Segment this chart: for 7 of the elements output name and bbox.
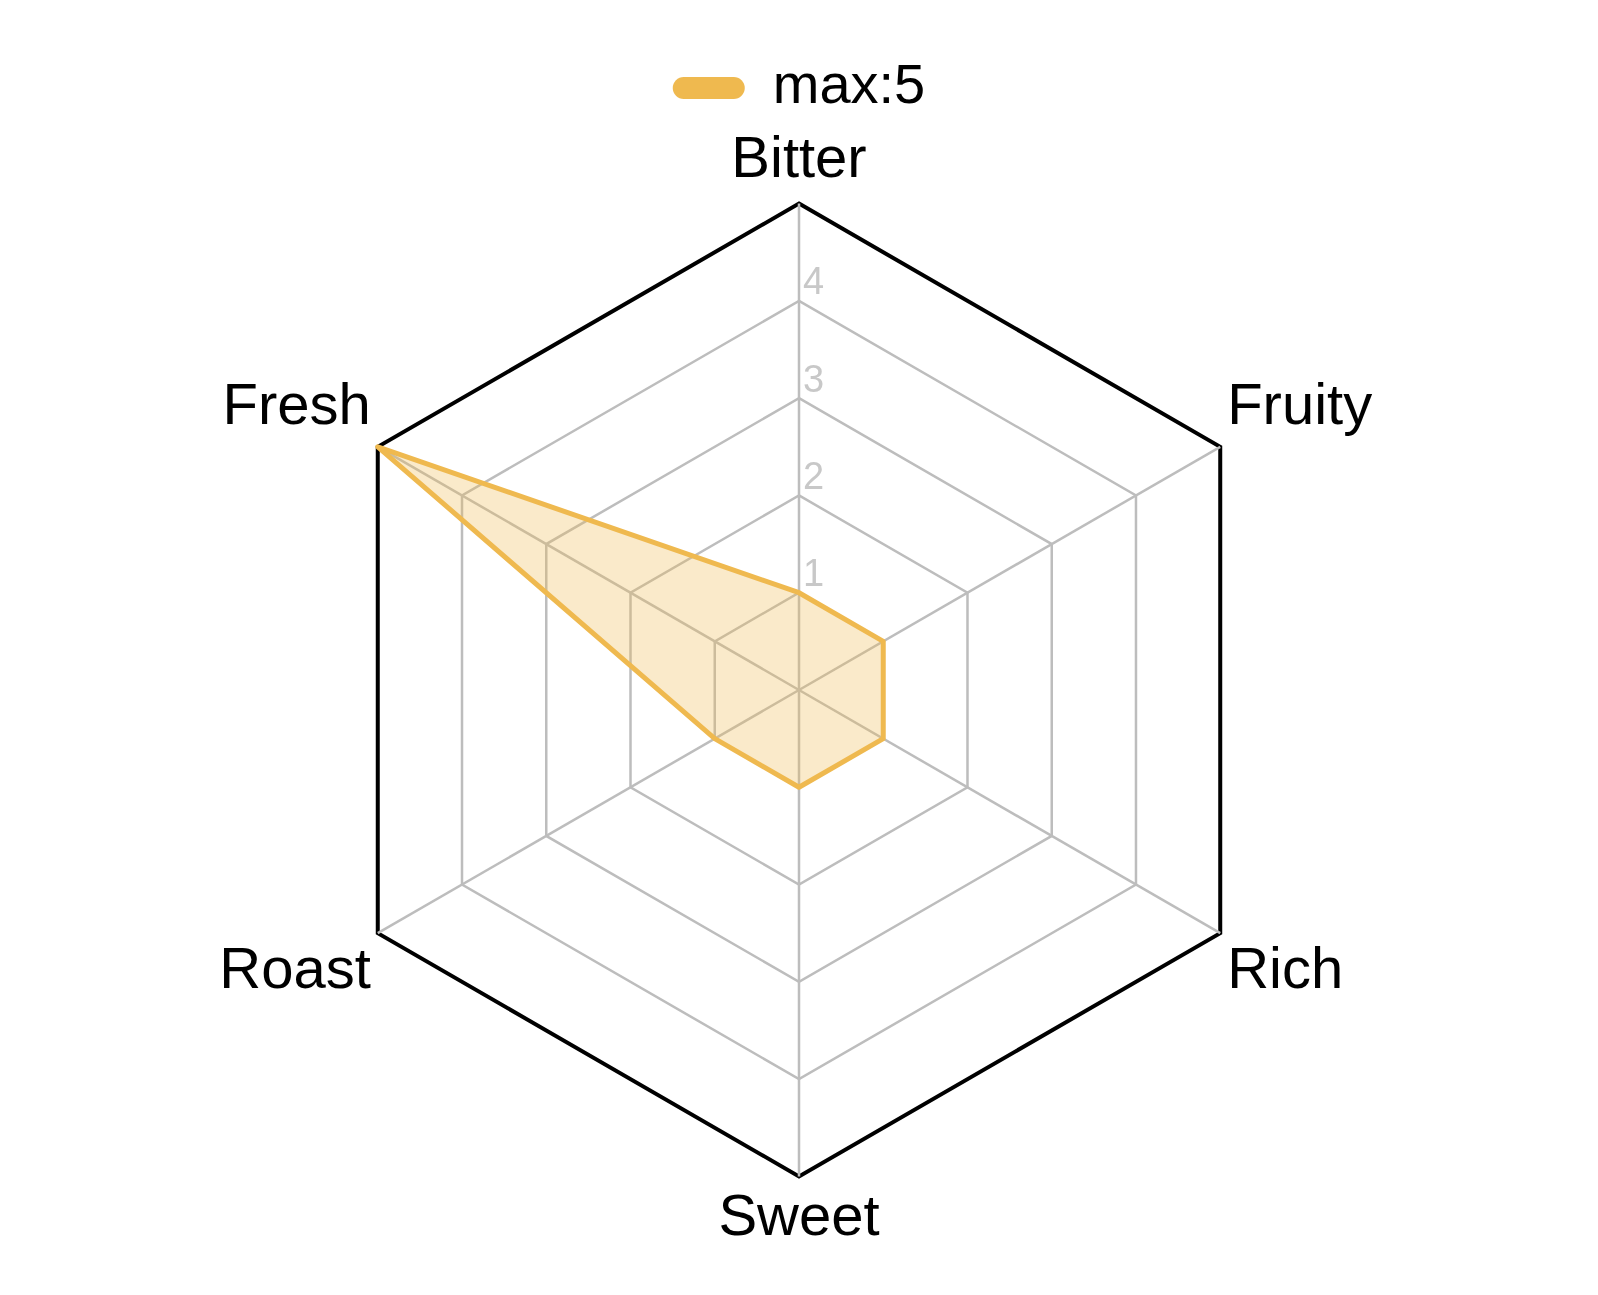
spoke-label: Sweet [718, 1182, 880, 1248]
legend-label: max:5 [772, 52, 926, 116]
spoke-label: Fresh [222, 371, 371, 436]
spoke-label: Rich [1227, 935, 1344, 1000]
spoke-label: Roast [219, 935, 371, 1000]
spoke-label: Fruity [1227, 371, 1373, 436]
spoke-label: Bitter [731, 123, 867, 189]
